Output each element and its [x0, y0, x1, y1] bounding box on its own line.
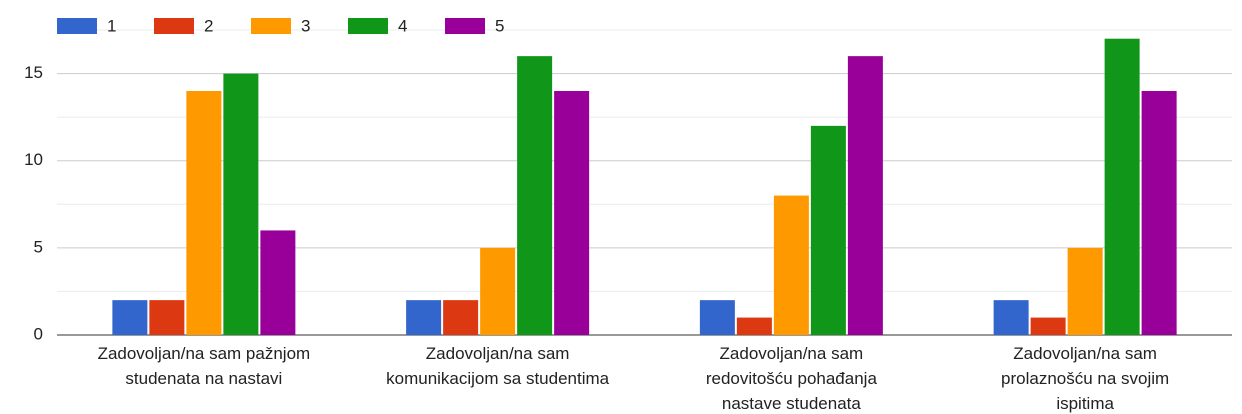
legend-swatch	[251, 18, 291, 34]
legend-label: 5	[495, 16, 504, 35]
bar	[1067, 247, 1103, 335]
bar	[260, 230, 296, 335]
bar	[773, 195, 809, 335]
bar	[1141, 91, 1177, 335]
bar	[186, 91, 222, 335]
bar	[480, 247, 516, 335]
bar	[554, 91, 590, 335]
bar	[993, 300, 1029, 335]
legend-label: 2	[204, 16, 213, 35]
bar	[406, 300, 442, 335]
bar	[699, 300, 735, 335]
x-tick-label: Zadovoljan/na sam prolaznošću na svojim is…	[1001, 344, 1169, 413]
x-tick-label-line: Zadovoljan/na sam	[1013, 344, 1157, 363]
bar	[223, 73, 259, 336]
y-tick-label: 10	[24, 150, 43, 169]
legend-label: 3	[301, 16, 310, 35]
legend-swatch	[348, 18, 388, 34]
x-tick-label-line: nastave studenata	[722, 394, 861, 413]
x-tick-label-line: studenata na nastavi	[125, 369, 282, 388]
bar	[149, 300, 185, 335]
bar	[847, 56, 883, 336]
x-tick-label-line: prolaznošću na svojim	[1001, 369, 1169, 388]
bar	[1030, 317, 1066, 335]
x-tick-label-line: Zadovoljan/na sam pažnjom	[98, 344, 311, 363]
x-tick-label: Zadovoljan/na sam redovitošću pohađanja na…	[706, 344, 878, 413]
x-tick-label-line: Zadovoljan/na sam	[720, 344, 864, 363]
y-tick-label: 0	[34, 324, 43, 343]
legend-swatch	[57, 18, 97, 34]
x-tick-label: Zadovoljan/na sam komunikacijom sa studen…	[386, 344, 610, 388]
bar	[112, 300, 148, 335]
bar	[1104, 38, 1140, 335]
y-tick-label: 15	[24, 63, 43, 82]
bar	[443, 300, 479, 335]
x-tick-label-line: komunikacijom sa studentima	[386, 369, 610, 388]
legend-swatch	[445, 18, 485, 34]
bar	[810, 125, 846, 335]
y-tick-label: 5	[34, 237, 43, 256]
legend-swatch	[154, 18, 194, 34]
x-tick-label-line: redovitošću pohađanja	[706, 369, 878, 388]
bar	[517, 56, 553, 336]
x-tick-label-line: ispitima	[1056, 394, 1114, 413]
legend-label: 4	[398, 16, 407, 35]
bar	[736, 317, 772, 335]
legend-label: 1	[107, 16, 116, 35]
x-tick-label: Zadovoljan/na sam pažnjom studenata na na…	[98, 344, 311, 388]
x-tick-label-line: Zadovoljan/na sam	[426, 344, 570, 363]
